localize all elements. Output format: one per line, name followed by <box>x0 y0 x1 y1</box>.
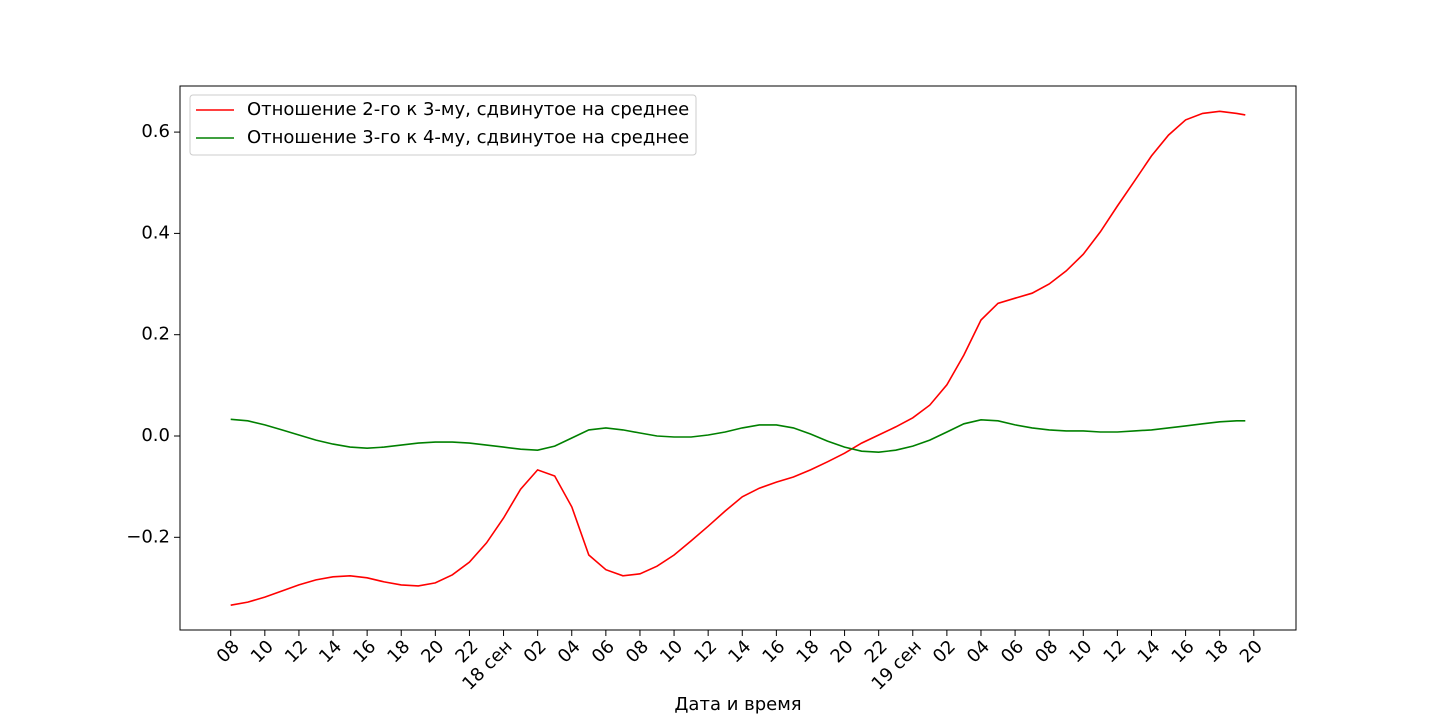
legend-box <box>189 94 697 156</box>
x-tick-label: 18 <box>383 636 414 667</box>
x-tick-label: 16 <box>1168 636 1199 667</box>
x-tick-label: 20 <box>827 636 858 667</box>
series-line <box>230 110 1246 606</box>
legend-label: Отношение 3-го к 4-му, сдвинутое на сред… <box>247 127 689 148</box>
x-tick-label: 08 <box>1031 636 1062 667</box>
x-tick-label: 08 <box>213 636 244 667</box>
x-tick-label: 10 <box>656 636 687 667</box>
x-axis-label: Дата и время <box>674 694 801 715</box>
x-tick-label: 02 <box>929 636 960 667</box>
series-line <box>230 418 1246 454</box>
x-tick-label: 16 <box>758 636 789 667</box>
x-tick-label: 12 <box>1099 636 1130 667</box>
x-tick-label: 08 <box>622 636 653 667</box>
x-tick-label: 06 <box>997 636 1028 667</box>
y-tick-label: 0.6 <box>141 121 170 142</box>
x-tick-label: 20 <box>417 636 448 667</box>
y-tick-label: −0.2 <box>126 526 170 547</box>
x-tick-label: 20 <box>1236 636 1267 667</box>
x-tick-label: 16 <box>349 636 380 667</box>
y-tick-label: 0.2 <box>141 324 170 345</box>
x-tick-label: 04 <box>963 636 994 667</box>
x-tick-label: 04 <box>554 636 585 667</box>
plot-frame <box>179 85 1297 631</box>
x-tick-label: 14 <box>724 636 755 667</box>
x-tick-label: 10 <box>1065 636 1096 667</box>
y-tick-label: 0.4 <box>141 222 170 243</box>
y-tick-label: 0.0 <box>141 425 170 446</box>
legend-label: Отношение 2-го к 3-му, сдвинутое на сред… <box>247 99 689 120</box>
x-tick-label: 14 <box>1134 636 1165 667</box>
x-tick-label: 06 <box>588 636 619 667</box>
x-tick-label: 12 <box>281 636 312 667</box>
x-tick-label: 12 <box>690 636 721 667</box>
x-tick-label: 18 <box>1202 636 1233 667</box>
x-tick-label: 14 <box>315 636 346 667</box>
x-tick-label: 02 <box>520 636 551 667</box>
x-tick-label: 10 <box>247 636 278 667</box>
x-tick-label: 18 <box>792 636 823 667</box>
